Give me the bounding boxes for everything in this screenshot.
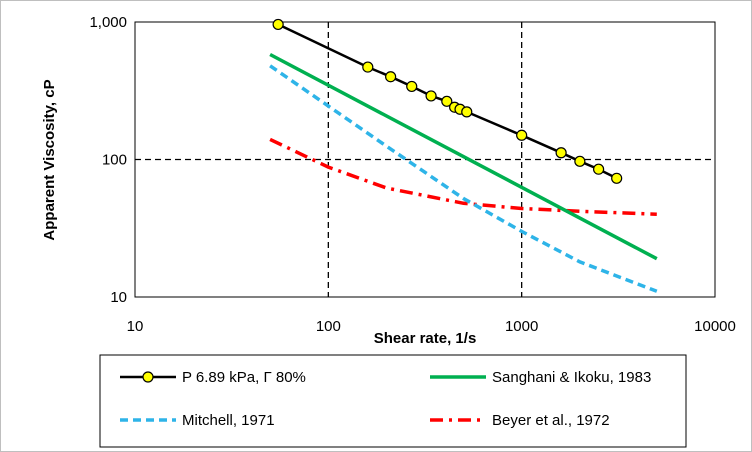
y-axis-title: Apparent Viscosity, cP: [41, 79, 58, 240]
legend-marker: [142, 371, 154, 383]
data-point: [516, 129, 528, 141]
data-point: [611, 172, 623, 184]
x-tick-label: 10000: [694, 318, 736, 335]
y-tick-label: 10: [110, 289, 127, 306]
legend: P 6.89 kPa, Γ 80% Sanghani & Ikoku, 1983 M…: [120, 369, 651, 429]
x-tick-label: 1000: [505, 318, 538, 335]
data-point: [425, 90, 437, 102]
data-point: [461, 106, 473, 118]
data-point: [574, 155, 586, 167]
legend-box: [99, 354, 687, 448]
series-layer: [269, 18, 658, 293]
data-point: [362, 61, 374, 73]
data-point: [593, 163, 605, 175]
y-tick-label: 1,000: [89, 14, 127, 31]
data-point: [272, 18, 284, 31]
data-point: [441, 95, 453, 107]
series-line-3: [269, 137, 657, 216]
series-line-1: [269, 52, 658, 261]
tick-labels: 10 100 1000 10000 10 100 1,000: [89, 14, 735, 335]
legend-label-3: Beyer et al., 1972: [492, 412, 610, 429]
x-axis-title: Shear rate, 1/s: [374, 330, 477, 347]
data-point: [406, 80, 418, 93]
legend-label-1: Sanghani & Ikoku, 1983: [492, 369, 651, 386]
plot-frame: [134, 21, 716, 298]
data-point: [385, 71, 397, 83]
data-point: [555, 147, 567, 159]
legend-label-0: P 6.89 kPa, Γ 80%: [182, 369, 306, 386]
gridlines: [135, 22, 715, 297]
x-tick-label: 100: [316, 318, 341, 335]
x-tick-label: 10: [127, 318, 144, 335]
series-line-2: [269, 64, 658, 293]
legend-label-2: Mitchell, 1971: [182, 412, 275, 429]
y-tick-label: 100: [102, 152, 127, 169]
